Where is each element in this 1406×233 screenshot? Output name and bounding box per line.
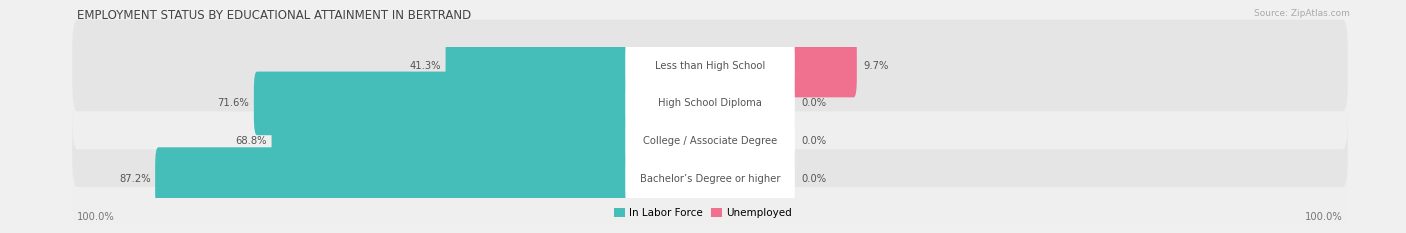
Text: 71.6%: 71.6% [218,98,249,108]
FancyBboxPatch shape [626,153,794,205]
FancyBboxPatch shape [446,34,631,97]
Text: 87.2%: 87.2% [120,174,150,184]
Text: 41.3%: 41.3% [409,61,441,71]
Text: 100.0%: 100.0% [1305,212,1343,222]
Text: EMPLOYMENT STATUS BY EDUCATIONAL ATTAINMENT IN BERTRAND: EMPLOYMENT STATUS BY EDUCATIONAL ATTAINM… [77,9,471,22]
FancyBboxPatch shape [254,72,631,135]
FancyBboxPatch shape [271,110,631,173]
Text: 100.0%: 100.0% [77,212,115,222]
Text: High School Diploma: High School Diploma [658,98,762,108]
Legend: In Labor Force, Unemployed: In Labor Force, Unemployed [610,204,796,222]
FancyBboxPatch shape [789,34,856,97]
FancyBboxPatch shape [626,39,794,92]
Text: Source: ZipAtlas.com: Source: ZipAtlas.com [1254,9,1350,18]
Text: 0.0%: 0.0% [801,98,827,108]
Text: 0.0%: 0.0% [801,174,827,184]
Text: 9.7%: 9.7% [863,61,889,71]
FancyBboxPatch shape [72,58,1348,149]
Text: Less than High School: Less than High School [655,61,765,71]
FancyBboxPatch shape [626,77,794,130]
FancyBboxPatch shape [72,20,1348,111]
FancyBboxPatch shape [72,133,1348,225]
Text: College / Associate Degree: College / Associate Degree [643,136,778,146]
Text: 0.0%: 0.0% [801,136,827,146]
FancyBboxPatch shape [155,147,631,211]
FancyBboxPatch shape [626,115,794,167]
Text: 68.8%: 68.8% [236,136,267,146]
FancyBboxPatch shape [72,96,1348,187]
Text: Bachelor’s Degree or higher: Bachelor’s Degree or higher [640,174,780,184]
